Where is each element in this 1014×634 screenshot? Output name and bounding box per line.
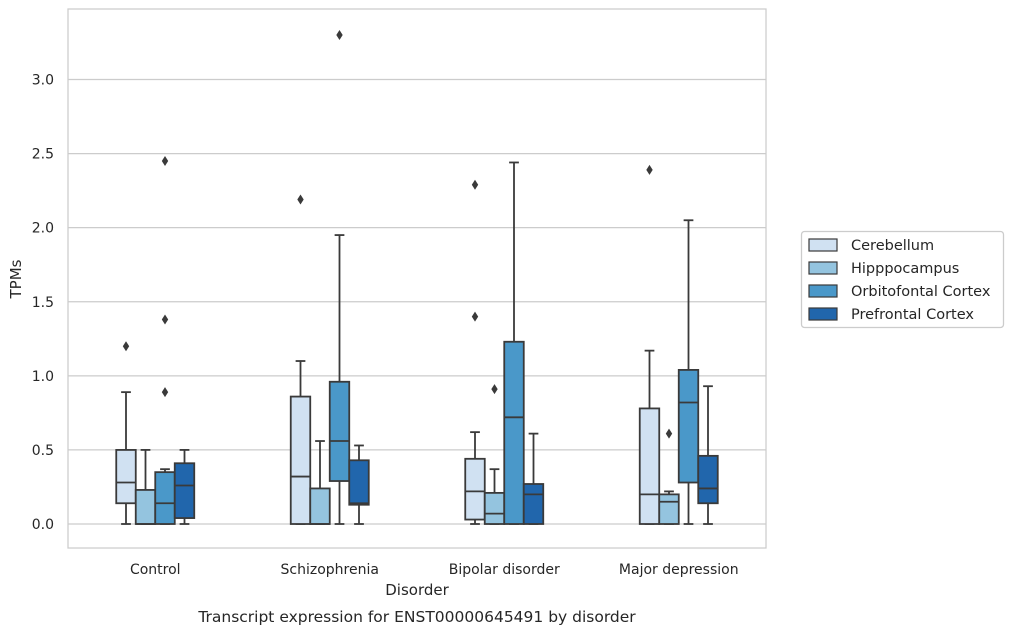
iqr-box — [115, 449, 137, 505]
y-tick-label: 1.5 — [32, 295, 54, 311]
box-element — [638, 164, 661, 525]
outlier-point — [122, 341, 130, 352]
iqr-box — [483, 491, 506, 525]
series-cerebellum — [115, 164, 661, 525]
iqr-box — [348, 459, 370, 506]
iqr-box — [134, 489, 157, 525]
legend-frame — [800, 230, 1005, 329]
series-prefrontal-cortex — [173, 385, 719, 525]
iqr-box — [154, 471, 176, 525]
outlier-point — [161, 314, 169, 325]
iqr-box — [697, 454, 719, 505]
iqr-box — [658, 493, 680, 525]
outlier-point — [665, 428, 673, 439]
box-element — [173, 449, 196, 525]
x-tick-label: Schizophrenia — [281, 562, 379, 578]
outlier-point — [471, 179, 479, 190]
box-element — [658, 428, 680, 525]
x-tick-label: Bipolar disorder — [449, 562, 560, 578]
legend-swatch — [808, 238, 838, 252]
iqr-box — [289, 395, 312, 525]
legend-item: Hipppocampus — [808, 261, 959, 277]
x-axis-ticks: Control Schizophrenia Bipolar disorder Majo… — [130, 562, 739, 578]
legend-item: Prefrontal Cortex — [808, 307, 974, 323]
iqr-box — [503, 340, 525, 525]
box-element — [134, 449, 157, 525]
chart-caption: Transcript expression for ENST0000064549… — [197, 608, 636, 626]
series-hipppocampus — [134, 384, 680, 525]
box-series — [115, 30, 719, 525]
legend-label: Hipppocampus — [851, 261, 959, 277]
y-tick-label: 1.0 — [32, 369, 54, 385]
box-element — [154, 155, 176, 525]
legend-swatch — [808, 284, 838, 298]
box-element — [309, 440, 331, 525]
y-tick-label: 0.5 — [32, 443, 54, 459]
iqr-box — [328, 380, 351, 482]
box-element — [677, 219, 700, 525]
y-tick-label: 2.0 — [32, 221, 54, 237]
legend-item: Cerebellum — [808, 238, 934, 254]
box-element — [483, 384, 506, 525]
x-axis-label: Disorder — [385, 581, 449, 599]
box-element — [522, 432, 545, 525]
legend-item: Orbitofontal Cortex — [808, 284, 991, 300]
legend-label: Orbitofontal Cortex — [851, 284, 991, 300]
y-axis-label: TPMs — [7, 259, 25, 299]
outlier-point — [491, 384, 498, 395]
outlier-point — [471, 311, 479, 322]
iqr-box — [464, 457, 486, 521]
box-element — [328, 30, 351, 525]
x-tick-label: Major depression — [619, 562, 739, 578]
outlier-point — [336, 30, 343, 41]
iqr-box — [522, 483, 545, 525]
iqr-box — [173, 462, 196, 519]
outlier-point — [161, 387, 169, 398]
legend-swatch — [808, 307, 838, 321]
box-element — [697, 385, 719, 525]
legend-label: Prefrontal Cortex — [851, 307, 974, 323]
y-tick-label: 3.0 — [32, 73, 54, 89]
iqr-box — [309, 487, 331, 525]
outlier-point — [646, 164, 653, 175]
iqr-box — [638, 407, 661, 525]
box-element — [348, 444, 370, 525]
iqr-box — [677, 369, 700, 484]
legend-swatch — [808, 261, 838, 275]
legend: Cerebellum Hipppocampus Orbitofontal Corte… — [800, 230, 1005, 329]
box-element — [289, 194, 312, 525]
outlier-point — [297, 194, 304, 205]
grid-lines — [68, 78, 766, 525]
box-element — [464, 179, 486, 525]
plot-area-frame — [67, 8, 767, 549]
legend-label: Cerebellum — [851, 238, 934, 254]
outlier-point — [161, 155, 169, 166]
box-element — [115, 341, 137, 525]
x-tick-label: Control — [130, 562, 181, 578]
series-orbitofontal-cortex — [154, 30, 700, 525]
y-tick-label: 0.0 — [32, 517, 54, 533]
y-axis-ticks: 0.0 0.5 1.0 1.5 2.0 2.5 3.0 — [32, 73, 54, 534]
y-tick-label: 2.5 — [32, 147, 54, 163]
box-element — [503, 161, 525, 525]
